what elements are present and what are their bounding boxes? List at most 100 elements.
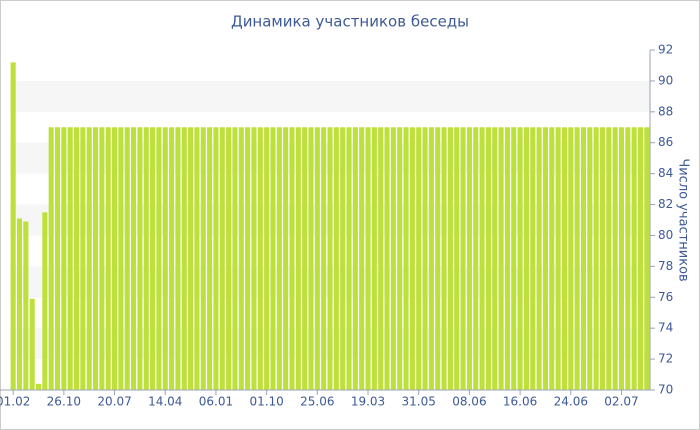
bar [587,127,593,390]
bar [422,127,428,390]
bar [80,127,86,390]
bar [492,127,498,390]
x-tick-label: 02.07 [604,395,638,409]
bar [295,127,301,390]
bar [257,127,263,390]
bar [473,127,479,390]
bar [238,127,244,390]
x-tick-label: 24.06 [554,395,588,409]
bar [371,127,377,390]
bar [321,127,327,390]
y-tick-label: 78 [658,259,673,273]
bar [42,212,48,390]
bar [118,127,124,390]
y-tick-label: 74 [658,321,673,335]
bar [346,127,352,390]
bar [23,221,29,390]
bar [606,127,612,390]
bar [397,127,403,390]
bar [131,127,137,390]
bar [580,127,586,390]
bar [536,127,542,390]
bar [156,127,162,390]
bar [479,127,485,390]
bar [644,127,650,390]
bar [612,127,618,390]
bar [568,127,574,390]
chart-title: Динамика участников беседы [231,13,469,31]
bar [232,127,238,390]
bar [143,127,149,390]
bar [86,127,92,390]
bar [599,127,606,390]
y-tick-label: 86 [658,135,673,149]
bar [200,127,206,390]
bar [517,127,523,390]
bar [289,127,295,390]
bar [574,127,580,390]
bar [359,127,365,390]
bar [530,127,536,390]
x-tick-label: 20.07 [97,395,131,409]
y-tick-label: 82 [658,197,673,211]
bar [175,127,181,390]
y-tick-label: 72 [658,352,673,366]
y-tick-label: 88 [658,104,673,118]
bar [403,127,409,390]
bar [435,127,441,390]
bar [302,127,308,390]
bar [416,127,422,390]
bar [618,127,625,390]
bar [270,127,276,390]
bar [169,127,175,390]
bar [137,127,143,390]
bar [447,127,453,390]
bar [460,127,466,390]
bar [441,127,447,390]
bar [10,62,16,390]
bar [340,127,346,390]
bar [61,127,67,390]
bar [390,127,396,390]
bar [352,127,358,390]
bar [485,127,491,390]
x-tick-label: 01.10 [249,395,283,409]
bar [207,127,213,390]
x-tick-label: 31.05 [402,395,436,409]
bar [409,127,415,390]
bar [428,127,434,390]
bar [112,127,118,390]
bar [67,127,73,390]
x-tick-label: 01.02 [0,395,30,409]
bar [181,127,187,390]
bar [213,127,219,390]
bar [48,127,54,390]
bar [251,127,257,390]
bar [105,127,111,390]
x-tick-label: 06.01 [199,395,233,409]
bar [327,127,333,390]
bar [314,127,320,390]
bar [637,127,644,390]
bar [245,127,251,390]
bar [631,127,637,390]
bar [264,127,270,390]
bar [555,127,561,390]
y-tick-label: 70 [658,383,673,397]
bar [54,127,61,390]
bar [542,127,548,390]
bar [561,127,567,390]
bar [219,127,225,390]
bar [523,127,529,390]
bar [124,127,130,390]
bar [16,218,23,390]
bar [283,127,289,390]
y-tick-label: 90 [658,73,673,87]
y-tick-label: 92 [658,43,673,57]
bar [74,127,80,390]
bar [549,127,555,390]
bar [504,127,510,390]
bar [365,127,371,390]
bar [498,127,504,390]
